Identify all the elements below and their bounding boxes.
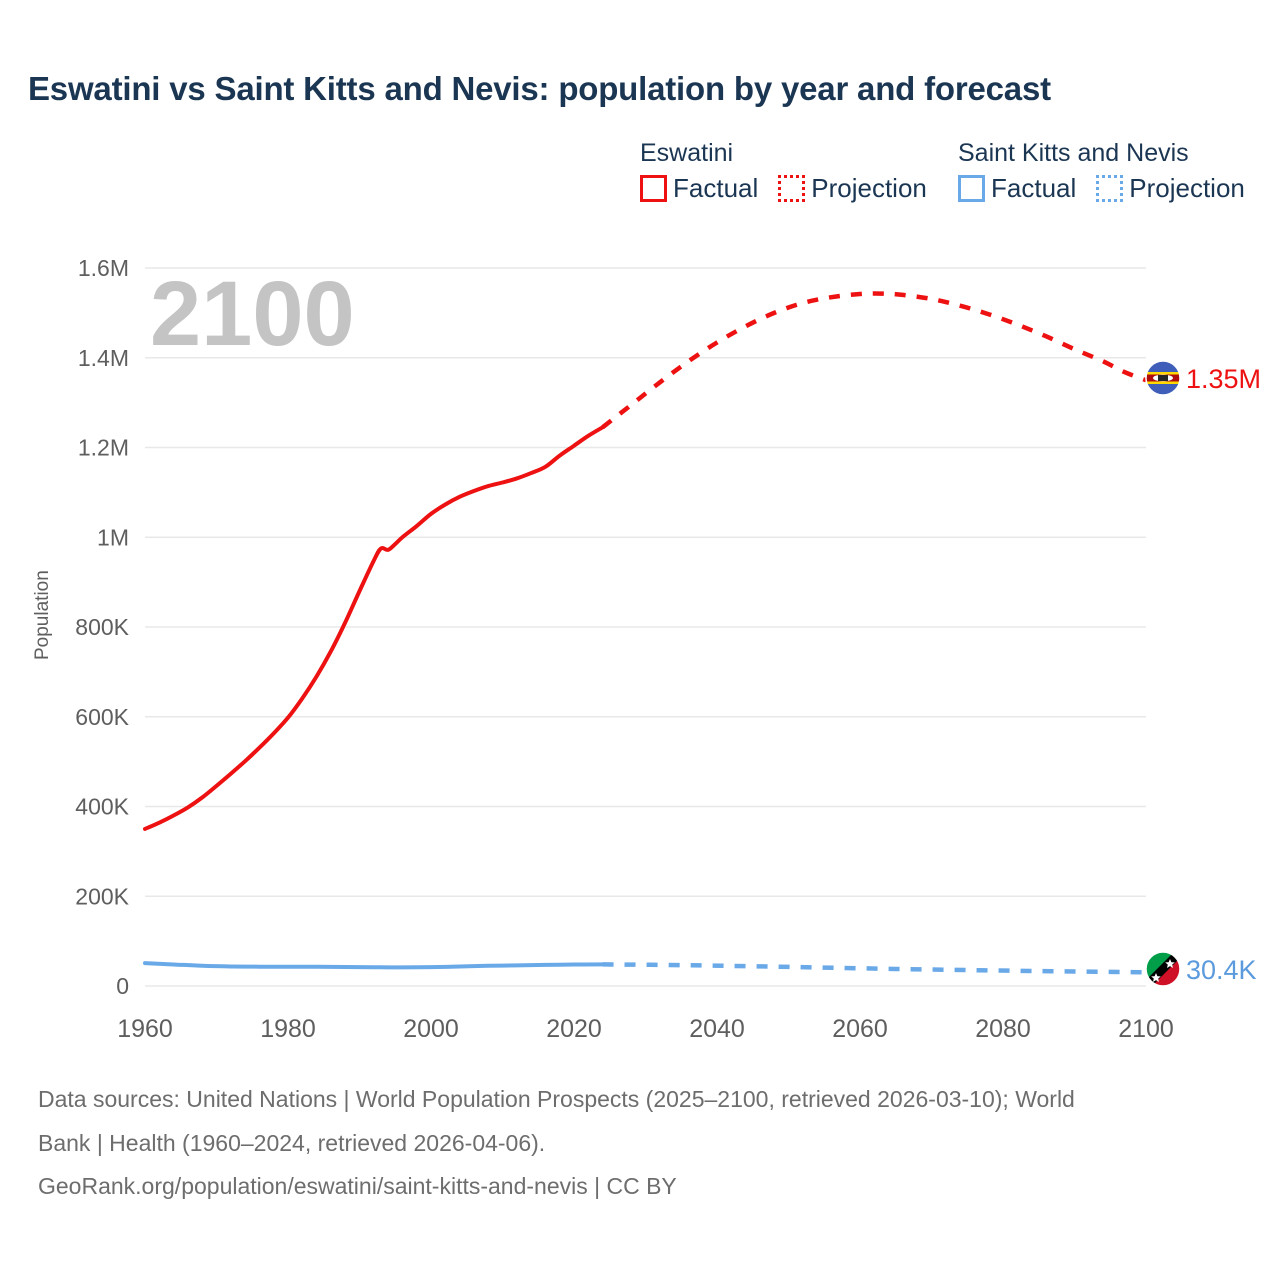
svg-text:2060: 2060	[832, 1015, 888, 1043]
eswatini-flag-icon	[1145, 360, 1181, 396]
legend-country-label: Eswatini	[640, 139, 734, 167]
svg-text:2040: 2040	[689, 1015, 745, 1043]
y-axis-title: Population	[32, 570, 53, 660]
eswatini-end-value: 1.35M	[1186, 364, 1261, 394]
svg-text:2020: 2020	[546, 1015, 602, 1043]
saint-kitts-and-nevis-end-value: 30.4K	[1186, 955, 1257, 985]
y-axis-ticks: 0 200K 400K 600K 800K 1M 1.2M 1.4M 1.6M	[75, 255, 129, 999]
svg-text:200K: 200K	[75, 883, 129, 909]
series-lines	[143, 291, 1147, 975]
legend-item-label: Projection	[1129, 172, 1245, 203]
svg-text:400K: 400K	[75, 794, 129, 820]
legend-group-eswatini: Eswatini Factual Projection	[640, 139, 958, 204]
legend-swatch-solid-icon	[958, 174, 985, 202]
svg-text:1M: 1M	[97, 524, 129, 550]
footer-source-link: GeoRank.org/population/eswatini/saint-ki…	[38, 1173, 677, 1200]
svg-text:1.2M: 1.2M	[78, 435, 129, 461]
gridlines	[145, 267, 1146, 987]
legend-swatch-solid-icon	[640, 174, 667, 202]
legend-swatch-dotted-icon	[1096, 174, 1124, 202]
svg-text:2100: 2100	[1118, 1015, 1174, 1043]
legend-item-label: Projection	[811, 172, 927, 203]
svg-text:1980: 1980	[260, 1015, 316, 1043]
svg-text:2080: 2080	[975, 1015, 1031, 1043]
chart-legend: Eswatini Factual Projection Saint Kitts …	[640, 139, 1258, 204]
svg-text:1.4M: 1.4M	[78, 345, 129, 371]
legend-item-label: Factual	[991, 172, 1077, 203]
x-axis-ticks: 1960 1980 2000 2020 2040 2060 2080 2100	[117, 1015, 1174, 1043]
svg-text:800K: 800K	[75, 614, 129, 640]
legend-item-skn-factual[interactable]: Factual	[958, 173, 1076, 204]
page-title: Eswatini vs Saint Kitts and Nevis: popul…	[28, 70, 1051, 107]
year-watermark: 2100	[150, 263, 355, 365]
legend-swatch-dotted-icon	[778, 174, 806, 202]
svg-text:1.6M: 1.6M	[78, 255, 129, 281]
svg-text:2000: 2000	[403, 1015, 459, 1043]
svg-text:0: 0	[116, 973, 129, 999]
legend-group-saint-kitts-and-nevis: Saint Kitts and Nevis Factual Projection	[958, 139, 1258, 204]
footer-attribution: Data sources: United Nations | World Pop…	[38, 1082, 1258, 1205]
legend-item-label: Factual	[673, 172, 759, 203]
svg-text:1960: 1960	[117, 1015, 173, 1043]
footer-line-1: Data sources: United Nations | World Pop…	[38, 1086, 1075, 1112]
svg-text:600K: 600K	[75, 704, 129, 730]
legend-country-label: Saint Kitts and Nevis	[958, 139, 1189, 167]
legend-item-eswatini-factual[interactable]: Factual	[640, 173, 758, 204]
saint-kitts-and-nevis-flag-icon	[1145, 951, 1181, 987]
legend-item-skn-projection[interactable]: Projection	[1096, 173, 1245, 204]
legend-item-eswatini-projection[interactable]: Projection	[778, 173, 927, 204]
footer-line-2: Bank | Health (1960–2024, retrieved 2026…	[38, 1129, 546, 1156]
